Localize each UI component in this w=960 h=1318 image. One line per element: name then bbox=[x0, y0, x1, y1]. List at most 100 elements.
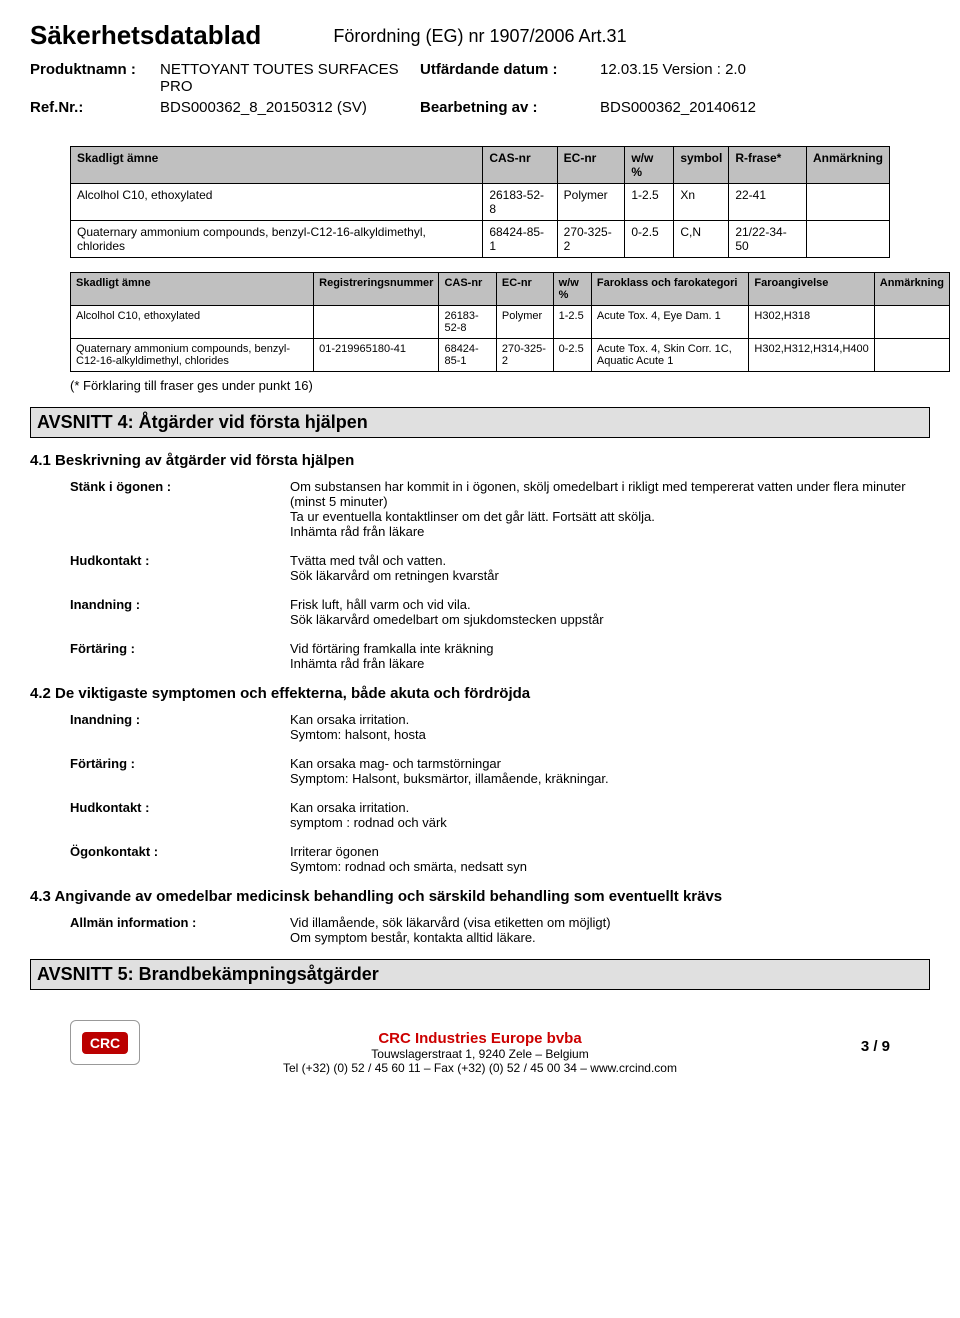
table-header: Skadligt ämne bbox=[71, 273, 314, 306]
hazard-table-2: Skadligt ämneRegistreringsnummerCAS-nrEC… bbox=[70, 272, 950, 372]
table-cell: 1-2.5 bbox=[625, 184, 674, 221]
definition-value: Om substansen har kommit in i ögonen, sk… bbox=[290, 479, 930, 539]
table-cell: 01-219965180-41 bbox=[314, 339, 439, 372]
definition-value: Vid illamående, sök läkarvård (visa etik… bbox=[290, 915, 930, 945]
definition-value: Frisk luft, håll varm och vid vila.Sök l… bbox=[290, 597, 930, 627]
table-cell: H302,H312,H314,H400 bbox=[749, 339, 874, 372]
definition-label: Inandning : bbox=[70, 712, 290, 742]
table-row: Quaternary ammonium compounds, benzyl-C1… bbox=[71, 339, 950, 372]
table-cell: 26183-52-8 bbox=[483, 184, 557, 221]
definition-row: Hudkontakt :Tvätta med tvål och vatten.S… bbox=[70, 553, 930, 583]
hazard-table-1: Skadligt ämneCAS-nrEC-nrw/w %symbolR-fra… bbox=[70, 146, 890, 258]
table-cell: Polymer bbox=[557, 184, 625, 221]
table-cell: 21/22-34-50 bbox=[729, 221, 807, 258]
table-cell bbox=[874, 306, 949, 339]
rev-value: BDS000362_20140612 bbox=[600, 99, 930, 116]
table-header: EC-nr bbox=[496, 273, 553, 306]
table-cell: Alcolhol C10, ethoxylated bbox=[71, 184, 483, 221]
table-cell bbox=[314, 306, 439, 339]
ref-value: BDS000362_8_20150312 (SV) bbox=[160, 99, 420, 116]
page-footer: CRC CRC Industries Europe bvba Touwslage… bbox=[30, 1020, 930, 1075]
table-header: Skadligt ämne bbox=[71, 147, 483, 184]
definition-value: Vid förtäring framkalla inte kräkningInh… bbox=[290, 641, 930, 671]
definition-row: Förtäring :Vid förtäring framkalla inte … bbox=[70, 641, 930, 671]
table-header: R-frase* bbox=[729, 147, 807, 184]
table-cell: Xn bbox=[674, 184, 729, 221]
rev-label: Bearbetning av : bbox=[420, 99, 600, 116]
table-cell: 26183-52-8 bbox=[439, 306, 496, 339]
footer-tel: Tel (+32) (0) 52 / 45 60 11 – Fax (+32) … bbox=[30, 1061, 930, 1075]
table-cell bbox=[806, 184, 889, 221]
logo-text: CRC bbox=[82, 1032, 128, 1054]
issue-label: Utfärdande datum : bbox=[420, 61, 600, 95]
table-cell: Polymer bbox=[496, 306, 553, 339]
section-5-title: AVSNITT 5: Brandbekämpningsåtgärder bbox=[30, 959, 930, 990]
table-header: CAS-nr bbox=[439, 273, 496, 306]
page-number: 3 / 9 bbox=[861, 1038, 890, 1055]
table-header: w/w % bbox=[553, 273, 591, 306]
table-row: Alcolhol C10, ethoxylated26183-52-8Polym… bbox=[71, 184, 890, 221]
table-header: Registreringsnummer bbox=[314, 273, 439, 306]
definition-label: Förtäring : bbox=[70, 641, 290, 671]
table-cell: H302,H318 bbox=[749, 306, 874, 339]
definition-row: Inandning :Kan orsaka irritation.Symtom:… bbox=[70, 712, 930, 742]
subsection-4-3: 4.3 Angivande av omedelbar medicinsk beh… bbox=[30, 888, 930, 905]
definition-label: Förtäring : bbox=[70, 756, 290, 786]
definition-label: Hudkontakt : bbox=[70, 553, 290, 583]
table-cell: 68424-85-1 bbox=[439, 339, 496, 372]
table-cell: Quaternary ammonium compounds, benzyl-C1… bbox=[71, 339, 314, 372]
table-header: EC-nr bbox=[557, 147, 625, 184]
subsection-4-1: 4.1 Beskrivning av åtgärder vid första h… bbox=[30, 452, 930, 469]
definition-row: Ögonkontakt :Irriterar ögonenSymtom: rod… bbox=[70, 844, 930, 874]
definition-label: Allmän information : bbox=[70, 915, 290, 945]
table-cell: Acute Tox. 4, Eye Dam. 1 bbox=[591, 306, 749, 339]
definition-row: Inandning :Frisk luft, håll varm och vid… bbox=[70, 597, 930, 627]
table-row: Quaternary ammonium compounds, benzyl-C1… bbox=[71, 221, 890, 258]
table-header: Anmärkning bbox=[806, 147, 889, 184]
footer-address: Touwslagerstraat 1, 9240 Zele – Belgium bbox=[30, 1047, 930, 1061]
definition-label: Hudkontakt : bbox=[70, 800, 290, 830]
table-cell: Acute Tox. 4, Skin Corr. 1C, Aquatic Acu… bbox=[591, 339, 749, 372]
definition-row: Förtäring :Kan orsaka mag- och tarmstörn… bbox=[70, 756, 930, 786]
table-footnote: (* Förklaring till fraser ges under punk… bbox=[70, 378, 930, 393]
table-header: symbol bbox=[674, 147, 729, 184]
table-cell: 68424-85-1 bbox=[483, 221, 557, 258]
table-cell: 0-2.5 bbox=[625, 221, 674, 258]
subsection-4-2: 4.2 De viktigaste symptomen och effekter… bbox=[30, 685, 930, 702]
definition-label: Ögonkontakt : bbox=[70, 844, 290, 874]
table-cell: 270-325-2 bbox=[496, 339, 553, 372]
definition-value: Kan orsaka irritation.Symtom: halsont, h… bbox=[290, 712, 930, 742]
product-info-grid: Produktnamn : NETTOYANT TOUTES SURFACES … bbox=[30, 61, 930, 116]
definition-row: Hudkontakt :Kan orsaka irritation.sympto… bbox=[70, 800, 930, 830]
table-cell: C,N bbox=[674, 221, 729, 258]
table-header: Faroangivelse bbox=[749, 273, 874, 306]
definition-value: Kan orsaka irritation.symptom : rodnad o… bbox=[290, 800, 930, 830]
issue-value: 12.03.15 Version : 2.0 bbox=[600, 61, 930, 95]
table-cell: 0-2.5 bbox=[553, 339, 591, 372]
product-label: Produktnamn : bbox=[30, 61, 160, 95]
table-cell: 1-2.5 bbox=[553, 306, 591, 339]
footer-company: CRC Industries Europe bvba bbox=[30, 1030, 930, 1047]
crc-logo: CRC bbox=[70, 1020, 140, 1065]
ref-label: Ref.Nr.: bbox=[30, 99, 160, 116]
product-name: NETTOYANT TOUTES SURFACES PRO bbox=[160, 61, 420, 95]
table-header: Faroklass och farokategori bbox=[591, 273, 749, 306]
definition-row: Stänk i ögonen :Om substansen har kommit… bbox=[70, 479, 930, 539]
definition-value: Kan orsaka mag- och tarmstörningarSympto… bbox=[290, 756, 930, 786]
table-cell: Quaternary ammonium compounds, benzyl-C1… bbox=[71, 221, 483, 258]
definition-value: Tvätta med tvål och vatten.Sök läkarvård… bbox=[290, 553, 930, 583]
table-row: Alcolhol C10, ethoxylated 26183-52-8Polym… bbox=[71, 306, 950, 339]
section-4-title: AVSNITT 4: Åtgärder vid första hjälpen bbox=[30, 407, 930, 438]
table-cell: 22-41 bbox=[729, 184, 807, 221]
table-cell bbox=[806, 221, 889, 258]
definition-label: Inandning : bbox=[70, 597, 290, 627]
table-header: Anmärkning bbox=[874, 273, 949, 306]
table-header: CAS-nr bbox=[483, 147, 557, 184]
table-cell: Alcolhol C10, ethoxylated bbox=[71, 306, 314, 339]
definition-row: Allmän information :Vid illamående, sök … bbox=[70, 915, 930, 945]
table-header: w/w % bbox=[625, 147, 674, 184]
definition-label: Stänk i ögonen : bbox=[70, 479, 290, 539]
table-cell bbox=[874, 339, 949, 372]
regulation-text: Förordning (EG) nr 1907/2006 Art.31 bbox=[333, 26, 626, 47]
definition-value: Irriterar ögonenSymtom: rodnad och smärt… bbox=[290, 844, 930, 874]
